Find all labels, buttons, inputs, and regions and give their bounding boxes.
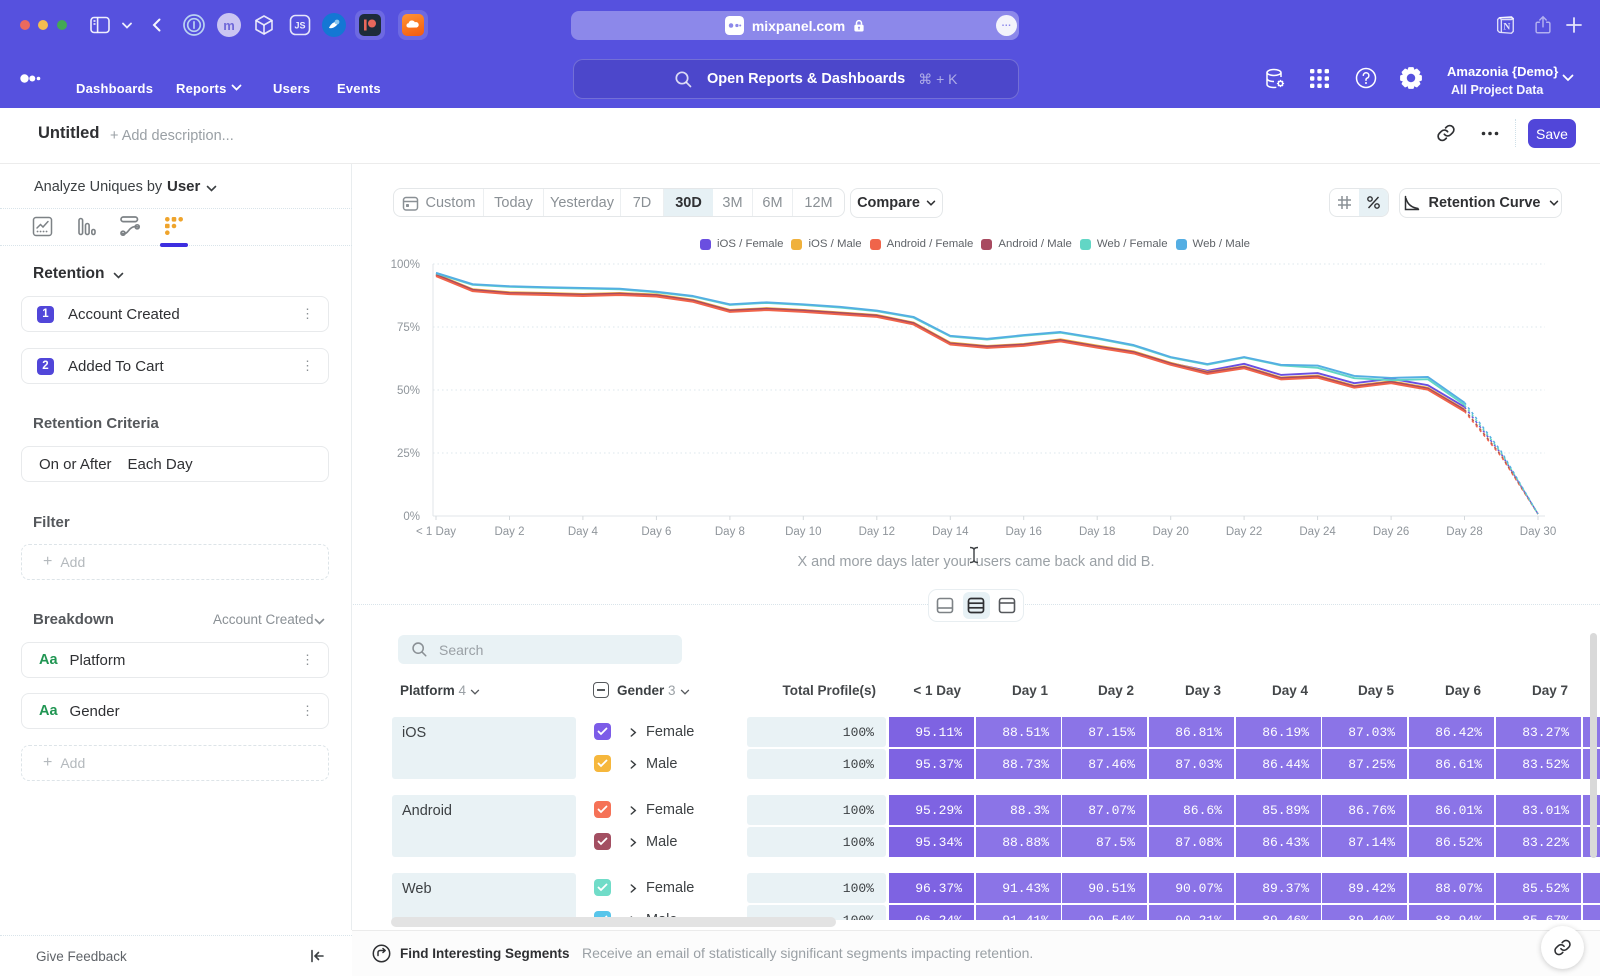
svg-text:Day 18: Day 18 [1079,526,1115,538]
svg-text:Day 4: Day 4 [568,526,599,538]
svg-text:Day 6: Day 6 [641,526,671,538]
svg-text:Day 14: Day 14 [932,526,969,538]
svg-text:Day 22: Day 22 [1226,526,1262,538]
svg-text:25%: 25% [397,448,420,460]
svg-text:Day 8: Day 8 [715,526,745,538]
svg-text:0%: 0% [403,511,420,523]
svg-text:75%: 75% [397,322,420,334]
svg-text:Day 20: Day 20 [1152,526,1188,538]
svg-text:Day 26: Day 26 [1373,526,1409,538]
svg-text:N: N [1503,22,1510,33]
svg-text:Day 10: Day 10 [785,526,821,538]
svg-text:Day 24: Day 24 [1299,526,1336,538]
svg-text:Day 2: Day 2 [494,526,524,538]
svg-text:Day 30: Day 30 [1520,526,1556,538]
svg-text:50%: 50% [397,385,420,397]
svg-text:Day 16: Day 16 [1005,526,1041,538]
svg-text:< 1 Day: < 1 Day [416,526,456,538]
svg-text:100%: 100% [391,259,420,271]
svg-text:Day 28: Day 28 [1446,526,1482,538]
svg-text:JS: JS [294,21,305,31]
svg-text:Day 12: Day 12 [859,526,895,538]
